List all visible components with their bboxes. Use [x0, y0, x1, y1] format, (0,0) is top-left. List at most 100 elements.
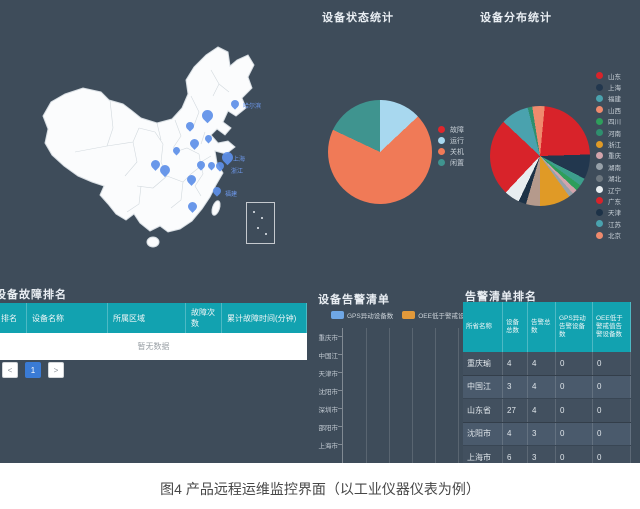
table-cell: 山东省 [463, 399, 503, 422]
table-row[interactable]: 沈阳市 4 3 0 0 [463, 422, 631, 446]
legend-item[interactable]: 故障 [438, 124, 464, 135]
legend-color-dot [596, 117, 603, 125]
axis-tick [338, 336, 342, 337]
legend-item[interactable]: 湖南 [596, 161, 621, 172]
table-cell: 3 [528, 446, 556, 463]
legend-item[interactable]: 河南 [596, 127, 621, 138]
gridline [389, 328, 390, 463]
legend-item[interactable]: 福建 [596, 93, 621, 104]
table-cell: 中国江 [463, 375, 503, 398]
alarm-bar-chart[interactable] [342, 328, 459, 463]
legend-item[interactable]: 天津 [596, 207, 621, 218]
table-cell: 0 [556, 375, 593, 398]
table-cell: 0 [556, 352, 593, 375]
gridline [366, 328, 367, 463]
gridline [412, 328, 413, 463]
alarm-table-title: 告警清单排名 [465, 291, 537, 303]
axis-tick [338, 408, 342, 409]
legend-item[interactable]: 湖北 [596, 173, 621, 184]
table-cell: 0 [593, 399, 631, 422]
legend-item[interactable]: 闲置 [438, 157, 464, 168]
legend-item[interactable]: 关机 [438, 146, 464, 157]
legend-label: 河南 [608, 130, 621, 138]
status-pie-title: 设备状态统计 [322, 12, 394, 24]
alarm-chart-title: 设备告警清单 [318, 294, 390, 306]
bar-legend-item[interactable]: GPS异动设备数 [331, 310, 393, 320]
legend-color-dot [596, 197, 603, 205]
table-cell: 3 [503, 375, 528, 398]
legend-item[interactable]: 广东 [596, 195, 621, 206]
dist-pie-chart[interactable] [490, 106, 590, 206]
south-china-sea-inset [246, 202, 275, 244]
fault-table-header-cell: 累计故障时间(分钟) [222, 303, 307, 333]
table-cell: 4 [503, 422, 528, 445]
legend-color-dot [596, 83, 603, 91]
legend-item[interactable]: 四川 [596, 116, 621, 127]
legend-label: 山东 [608, 73, 621, 81]
pager-page-button[interactable]: 1 [25, 362, 41, 378]
table-row[interactable]: 上海市 6 3 0 0 [463, 446, 631, 463]
legend-item[interactable]: 山东 [596, 70, 621, 81]
table-cell: 0 [593, 422, 631, 445]
legend-label: 关机 [450, 148, 464, 156]
legend-label: 广东 [608, 198, 621, 206]
fault-table: 排名 设备名称 所属区域 故障次数 累计故障时间(分钟) 暂无数据 [0, 303, 307, 360]
status-pie-chart[interactable] [328, 100, 432, 204]
legend-item[interactable]: 山西 [596, 104, 621, 115]
alarm-ranking-table: 所省名称 设备总数 告警总数 GPS异动告警设备数 OEE低于警戒值告警设备数 重庆瑜 4… [463, 302, 631, 463]
fault-table-pagination: <1 > [2, 362, 64, 378]
axis-category-label: 中国江 [318, 353, 339, 360]
hainan-island [146, 236, 160, 248]
table-cell: 0 [556, 422, 593, 445]
table-cell: 4 [528, 399, 556, 422]
figure-caption: 图4 产品远程运维监控界面（以工业仪器仪表为例） [160, 481, 480, 497]
axis-category-label: 深圳市 [318, 407, 339, 414]
legend-item[interactable]: 辽宁 [596, 184, 621, 195]
axis-tick [338, 426, 342, 427]
status-pie-legend[interactable]: 故障 运行关机 闲置 [438, 124, 464, 168]
legend-item[interactable]: 运行 [438, 135, 464, 146]
pager-next-button[interactable]: > [48, 362, 64, 378]
legend-item[interactable]: 浙江 [596, 138, 621, 149]
table-row[interactable]: 重庆瑜 4 4 0 0 [463, 352, 631, 376]
legend-label: 湖北 [608, 176, 621, 184]
bar-legend-label: OEE低于警戒设备数 [418, 313, 478, 320]
axis-category-label: 天津市 [318, 371, 339, 378]
legend-color-dot [596, 208, 603, 216]
axis-tick [338, 372, 342, 373]
alarm-table-header-cell: 设备总数 [503, 302, 528, 352]
pager-prev-button[interactable]: < [2, 362, 18, 378]
legend-color-dot [438, 126, 445, 133]
legend-item[interactable]: 上海 [596, 81, 621, 92]
legend-color-dot [438, 137, 445, 144]
legend-color-dot [596, 151, 603, 159]
map-city-label: 浙江 [231, 169, 244, 175]
china-outline [42, 46, 255, 233]
map-city-label: 上海 [233, 157, 246, 163]
legend-color-dot [596, 220, 603, 228]
legend-color-dot [596, 186, 603, 194]
axis-category-label: 重庆市 [318, 335, 339, 342]
fault-table-header-cell: 排名 [0, 303, 27, 333]
legend-color-dot [596, 231, 603, 239]
dist-pie-legend[interactable]: 山东上海 福建 山西四川河南浙江 重庆湖南湖北 辽宁广东 天津江苏 北京 [596, 70, 621, 241]
legend-item[interactable]: 重庆 [596, 150, 621, 161]
axis-category-label: 邵阳市 [318, 425, 339, 432]
legend-label: 四川 [608, 119, 621, 127]
table-row[interactable]: 山东省 27 4 0 0 [463, 399, 631, 423]
table-cell: 0 [556, 446, 593, 463]
legend-item[interactable]: 江苏 [596, 218, 621, 229]
legend-label: 浙江 [608, 142, 621, 150]
legend-label: 江苏 [608, 221, 621, 229]
legend-label: 湖南 [608, 164, 621, 172]
bar-legend-item[interactable]: OEE低于警戒设备数 [402, 310, 477, 320]
table-row[interactable]: 中国江 3 4 0 0 [463, 375, 631, 399]
legend-color-dot [596, 72, 603, 80]
table-cell: 6 [503, 446, 528, 463]
alarm-chart-legend[interactable]: GPS异动设备数 OEE低于警戒设备数 [331, 310, 477, 320]
legend-item[interactable]: 北京 [596, 229, 621, 240]
legend-color-dot [596, 94, 603, 102]
axis-category-label: 沈阳市 [318, 389, 339, 396]
legend-label: 上海 [608, 85, 621, 93]
axis-tick [338, 444, 342, 445]
